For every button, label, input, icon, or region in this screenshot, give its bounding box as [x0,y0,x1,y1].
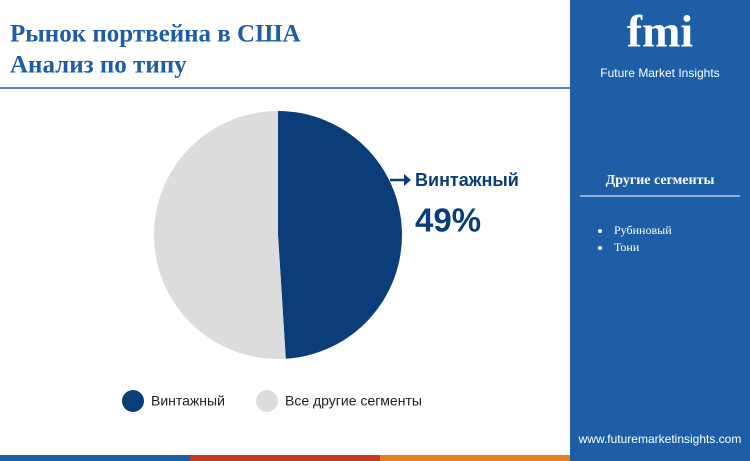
legend-marker [256,390,278,412]
logo: fmi [627,6,694,57]
strip [0,455,190,461]
bullet [598,246,602,250]
brand: Future Market Insights [600,66,719,80]
arrow-head [404,174,411,186]
sidebar-item: Тони [614,240,640,254]
chart-title: Рынок портвейна в США [10,21,301,48]
bullet [598,229,602,233]
pie-slice [153,111,286,359]
strip [190,455,380,461]
legend-label: Все другие сегменты [285,393,422,409]
legend-marker [122,390,144,412]
sidebar-heading: Другие сегменты [606,173,715,188]
strip [380,455,570,461]
data-label: 49% [415,202,481,239]
slice-category-label: Винтажный [415,170,519,190]
chart-subtitle: Анализ по типу [10,52,187,79]
legend-label: Винтажный [151,393,225,409]
strip [570,455,750,461]
pie-slice [278,111,402,359]
sidebar-item: Рубиновый [614,223,672,237]
url: www.futuremarketinsights.com [578,432,742,446]
